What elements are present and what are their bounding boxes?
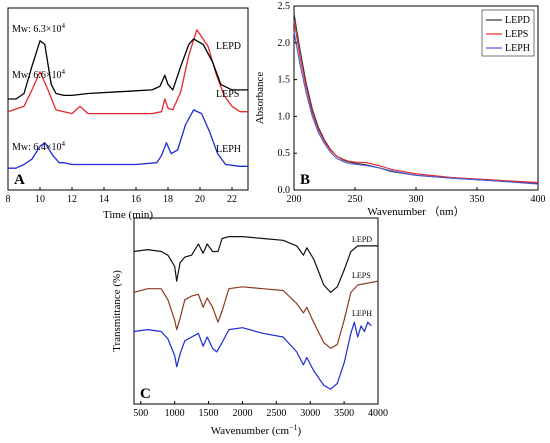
- y-tick-label: 0.5: [278, 148, 291, 159]
- x-tick-label: 2000: [232, 408, 252, 419]
- y-tick-label: 0.0: [278, 185, 291, 196]
- panel-b-series-leps: [293, 20, 539, 184]
- legend-label-leph: LEPH: [505, 43, 530, 54]
- panel-a-frame: [7, 7, 249, 191]
- panel-a-mw-leps: Mw: 6.6×104: [12, 68, 66, 81]
- legend-label-lepd: LEPD: [505, 15, 530, 26]
- x-tick-label: 12: [67, 194, 77, 205]
- panel-b-legend: LEPD LEPS LEPH: [481, 9, 535, 57]
- x-tick-label: 3000: [300, 408, 320, 419]
- y-tick-label: 2.5: [278, 1, 291, 12]
- panel-a-label-leps: LEPS: [216, 89, 239, 100]
- panel-a-mw-leph: Mw: 6.4×104: [12, 140, 66, 153]
- panel-b: 200 250 300 350 400 0.0 0.5 1.0 1.5 2.0 2.5 Absorb…: [254, 1, 546, 218]
- panel-a-letter: A: [14, 172, 25, 188]
- x-tick-label: 200: [287, 194, 302, 205]
- panel-b-series-leph: [293, 31, 539, 185]
- x-tick-label: 14: [99, 194, 109, 205]
- x-tick-label: 2500: [266, 408, 286, 419]
- panel-c-label-leps: LEPS: [352, 271, 371, 280]
- x-tick-label: 1000: [165, 408, 185, 419]
- x-tick-label: 18: [163, 194, 173, 205]
- panel-c-label-lepd: LEPD: [352, 235, 372, 244]
- panel-b-ylabel: Absorbance: [254, 72, 266, 125]
- panel-c-ylabel: Transmittance (%): [111, 270, 123, 352]
- panel-c-letter: C: [140, 386, 151, 402]
- panel-b-xlabel: Wavenumber （nm）: [367, 205, 464, 218]
- panel-c-series-leph: [133, 321, 372, 390]
- y-tick-label: 2.0: [278, 38, 291, 49]
- panel-a-series-leps: [8, 38, 248, 100]
- x-tick-label: 350: [470, 194, 485, 205]
- panel-a-series-leph: [8, 109, 248, 169]
- x-tick-label: 500: [133, 408, 148, 419]
- panel-b-letter: B: [300, 172, 310, 188]
- x-tick-label: 250: [348, 194, 363, 205]
- panel-a-mw-lepd: Mw: 6.3×104: [12, 22, 66, 35]
- x-tick-label: 300: [409, 194, 424, 205]
- legend-label-leps: LEPS: [505, 29, 528, 40]
- panel-a: 8 10 12 14 16 18 20 22 Mw: 6.3×104 Mw: 6.6×104 …: [6, 7, 249, 221]
- y-tick-label: 1.5: [278, 75, 291, 86]
- panel-a-label-lepd: LEPD: [216, 41, 241, 52]
- x-tick-label: 10: [35, 194, 45, 205]
- panel-c-series-lepd: [133, 236, 378, 293]
- x-tick-label: 400: [531, 194, 546, 205]
- panel-c-label-leph: LEPH: [352, 309, 372, 318]
- panel-c: 500 1000 1500 2000 2500 3000 3500 4000 LEPD LEP…: [111, 217, 388, 437]
- panel-c-xlabel: Wavenumber (cm−1): [211, 423, 302, 437]
- x-tick-label: 1500: [199, 408, 219, 419]
- x-tick-label: 4000: [368, 408, 388, 419]
- panel-c-series-leps: [133, 280, 379, 349]
- panel-a-xlabel: Time (min): [103, 209, 153, 221]
- panel-c-frame: [133, 217, 379, 405]
- x-tick-label: 3500: [334, 408, 354, 419]
- x-tick-label: 20: [195, 194, 205, 205]
- panel-a-series-lepd: [7, 29, 248, 115]
- panel-a-label-leph: LEPH: [216, 144, 241, 155]
- x-tick-label: 22: [227, 194, 237, 205]
- y-tick-label: 1.0: [278, 111, 291, 122]
- x-tick-label: 8: [6, 194, 11, 205]
- x-tick-label: 16: [131, 194, 141, 205]
